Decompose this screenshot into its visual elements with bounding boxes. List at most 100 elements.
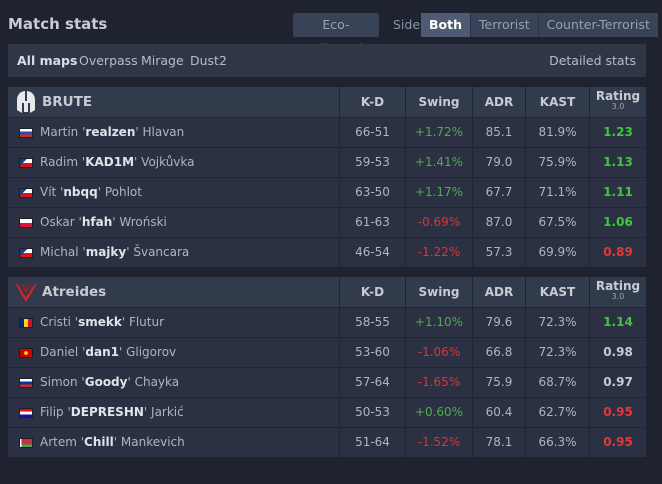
player-swing: +1.41% [405, 148, 472, 177]
player-swing: -1.06% [405, 338, 472, 367]
column-header-adr[interactable]: ADR [472, 277, 525, 307]
player-adr: 79.0 [472, 148, 525, 177]
player-name[interactable]: Vít 'nbqq' Pohlot [40, 185, 142, 199]
player-last-name: Hlavan [142, 125, 185, 139]
player-swing: -1.22% [405, 238, 472, 267]
team-name[interactable]: BRUTE [42, 94, 93, 110]
player-rating: 1.14 [589, 308, 646, 337]
player-adr: 85.1 [472, 118, 525, 147]
eco-adjusted-button[interactable]: Eco-adjusted [293, 13, 379, 56]
side-option-terrorist[interactable]: Terrorist [470, 13, 538, 37]
map-tab-all-maps[interactable]: All maps [17, 53, 78, 68]
player-kd: 53-60 [339, 338, 405, 367]
column-header-adr[interactable]: ADR [472, 87, 525, 117]
atreides-hawk-icon [14, 280, 38, 304]
player-kd: 50-53 [339, 398, 405, 427]
player-adr: 57.3 [472, 238, 525, 267]
side-option-both[interactable]: Both [421, 13, 470, 37]
player-nickname: Chill [84, 435, 114, 449]
side-option-counter-terrorist[interactable]: Counter-Terrorist [537, 13, 658, 37]
player-row: Daniel 'dan1' Gligorov 53-60 -1.06% 66.8 72.… [8, 337, 646, 367]
column-header-swing[interactable]: Swing [405, 277, 472, 307]
map-tab-dust2[interactable]: Dust2 [190, 53, 227, 68]
player-kast: 72.3% [525, 308, 589, 337]
flag-ro-icon [19, 318, 33, 328]
player-first-name: Vít [40, 185, 57, 199]
player-row: Simon 'Goody' Chayka 57-64 -1.65% 75.9 68.7%… [8, 367, 646, 397]
flag-pl-icon [19, 218, 33, 228]
player-name[interactable]: Artem 'Chill' Mankevich [40, 435, 185, 449]
column-header-kd[interactable]: K-D [339, 87, 405, 117]
player-name[interactable]: Oskar 'hfah' Wroński [40, 215, 167, 229]
player-last-name: Vojkůvka [141, 155, 195, 169]
match-stats-header: Match stats Eco-adjusted Side Both Terro… [0, 0, 662, 56]
player-rating: 1.23 [589, 118, 646, 147]
player-row: Vít 'nbqq' Pohlot 63-50 +1.17% 67.7 71.1% 1.1… [8, 177, 646, 207]
player-row: Artem 'Chill' Mankevich 51-64 -1.52% 78.1 66… [8, 427, 646, 457]
player-name[interactable]: Filip 'DEPRESHN' Jarkić [40, 405, 184, 419]
player-last-name: Wroński [119, 215, 167, 229]
rating-version: 3.0 [611, 292, 625, 301]
rating-label: Rating [595, 89, 641, 103]
player-kd: 61-63 [339, 208, 405, 237]
player-adr: 67.7 [472, 178, 525, 207]
map-tab-mirage[interactable]: Mirage [141, 53, 184, 68]
player-rating: 0.95 [589, 398, 646, 427]
column-header-kd[interactable]: K-D [339, 277, 405, 307]
player-nickname: DEPRESHN [70, 405, 144, 419]
player-last-name: Flutur [128, 315, 165, 329]
team-header: Atreides K-D Swing ADR KAST Rating 3.0 [8, 277, 646, 307]
player-swing: +1.10% [405, 308, 472, 337]
player-first-name: Oskar [40, 215, 75, 229]
player-first-name: Cristi [40, 315, 71, 329]
player-nickname: nbqq [63, 185, 98, 199]
player-rating: 1.13 [589, 148, 646, 177]
team-name[interactable]: Atreides [42, 284, 107, 300]
player-nickname: smekk [78, 315, 122, 329]
column-header-rating[interactable]: Rating 3.0 [589, 87, 646, 117]
player-nickname: Goody [84, 375, 128, 389]
player-name[interactable]: Michal 'majky' Švancara [40, 245, 190, 259]
player-rating: 0.89 [589, 238, 646, 267]
player-name[interactable]: Daniel 'dan1' Gligorov [40, 345, 177, 359]
player-rating: 1.11 [589, 178, 646, 207]
player-rating: 0.95 [589, 428, 646, 457]
side-selector: Both Terrorist Counter-Terrorist [421, 13, 658, 37]
player-kd: 59-53 [339, 148, 405, 177]
player-nickname: majky [85, 245, 127, 259]
player-row: Cristi 'smekk' Flutur 58-55 +1.10% 79.6 72.3… [8, 307, 646, 337]
side-label: Side [393, 17, 421, 32]
column-header-swing[interactable]: Swing [405, 87, 472, 117]
column-header-kast[interactable]: KAST [525, 277, 589, 307]
player-row: Filip 'DEPRESHN' Jarkić 50-53 +0.60% 60.4 62… [8, 397, 646, 427]
player-name[interactable]: Radim 'KAD1M' Vojkůvka [40, 155, 195, 169]
player-name[interactable]: Simon 'Goody' Chayka [40, 375, 180, 389]
flag-cz-icon [19, 158, 33, 168]
player-row: Radim 'KAD1M' Vojkůvka 59-53 +1.41% 79.0 75.… [8, 147, 646, 177]
map-selector: All maps Overpass Mirage Dust2 Detailed … [8, 44, 646, 77]
column-header-rating[interactable]: Rating 3.0 [589, 277, 646, 307]
player-kast: 69.9% [525, 238, 589, 267]
player-kast: 71.1% [525, 178, 589, 207]
team-header: BRUTE K-D Swing ADR KAST Rating 3.0 [8, 87, 646, 117]
player-kast: 75.9% [525, 148, 589, 177]
flag-sk-icon [19, 128, 33, 138]
page-title: Match stats [8, 15, 108, 33]
team-table-brute: BRUTE K-D Swing ADR KAST Rating 3.0 Martin 'rea… [8, 87, 646, 267]
player-name[interactable]: Cristi 'smekk' Flutur [40, 315, 165, 329]
column-header-kast[interactable]: KAST [525, 87, 589, 117]
player-nickname: KAD1M [85, 155, 135, 169]
player-first-name: Filip [40, 405, 64, 419]
player-kd: 51-64 [339, 428, 405, 457]
player-swing: +1.17% [405, 178, 472, 207]
player-name[interactable]: Martin 'realzen' Hlavan [40, 125, 185, 139]
player-rating: 0.97 [589, 368, 646, 397]
flag-hr-icon [19, 408, 33, 418]
player-kast: 62.7% [525, 398, 589, 427]
player-rating: 0.98 [589, 338, 646, 367]
player-nickname: hfah [81, 215, 113, 229]
player-last-name: Chayka [134, 375, 180, 389]
map-tab-overpass[interactable]: Overpass [79, 53, 138, 68]
detailed-stats-link[interactable]: Detailed stats [549, 53, 636, 68]
player-kd: 46-54 [339, 238, 405, 267]
